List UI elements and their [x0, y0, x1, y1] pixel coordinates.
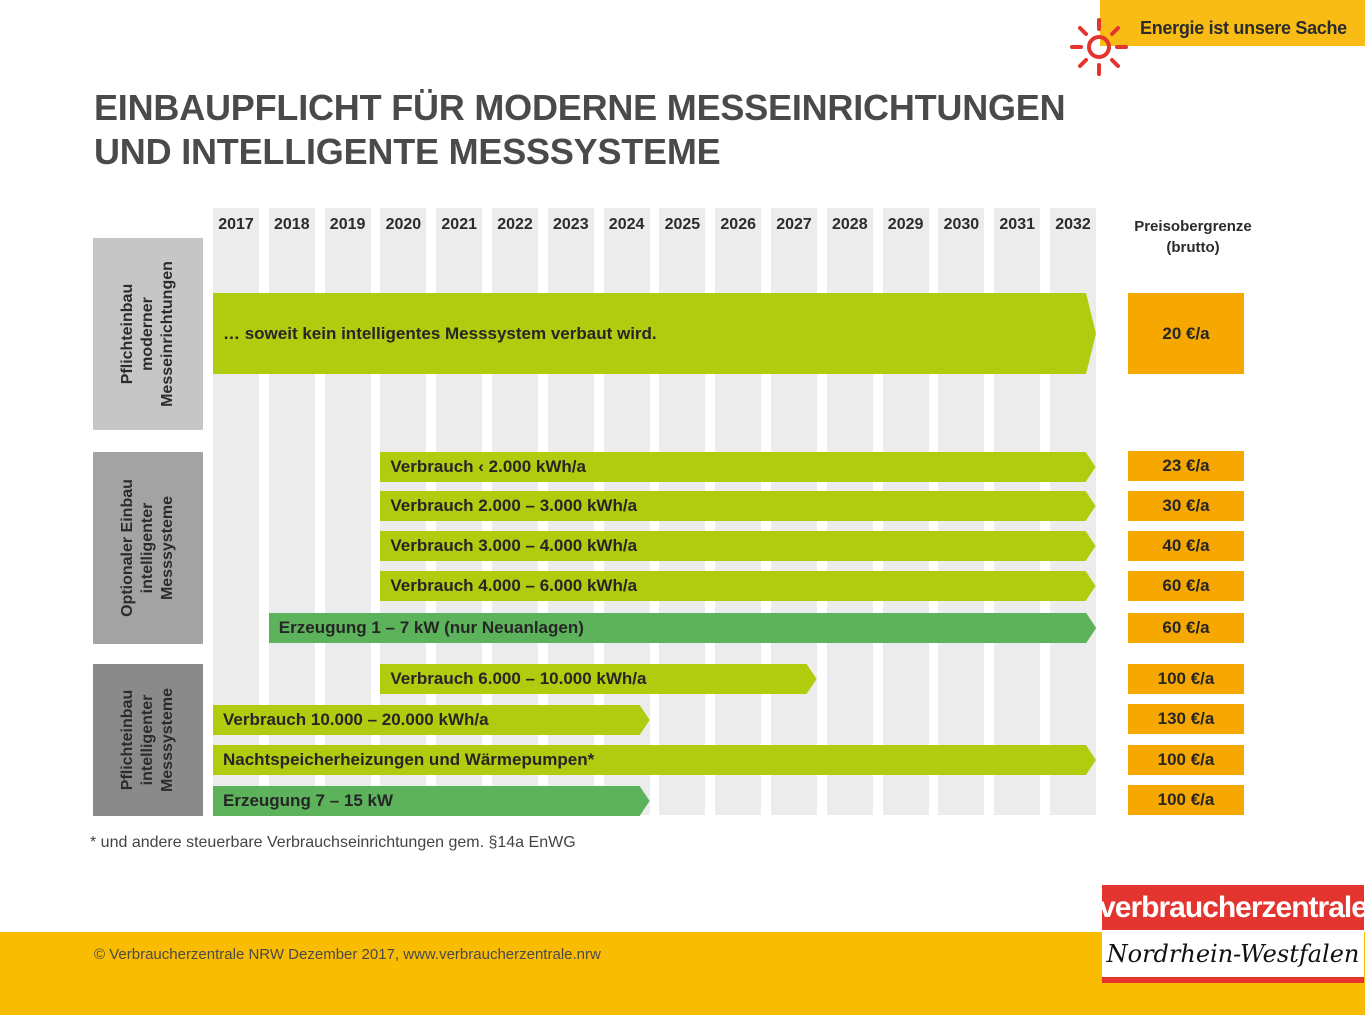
bar-label: Verbrauch 6.000 – 10.000 kWh/a: [390, 669, 647, 688]
bar-arrow-shape: [380, 491, 1096, 521]
bar-label: Verbrauch 3.000 – 4.000 kWh/a: [390, 536, 638, 555]
bar-shape: [380, 491, 1096, 521]
logo-wordmark: verbraucherzentrale: [1099, 885, 1365, 930]
timeline-bar: Verbrauch ‹ 2.000 kWh/a: [380, 452, 1096, 482]
tagline-band: [1100, 0, 1365, 46]
year-label: 2027: [776, 216, 812, 233]
bar-shape: [213, 745, 1096, 775]
bar-arrow-shape: [380, 571, 1096, 601]
timeline-bar: Verbrauch 10.000 – 20.000 kWh/a: [213, 705, 650, 735]
year-label: 2022: [497, 216, 533, 233]
year-label: 2026: [720, 216, 756, 233]
year-label: 2028: [832, 216, 868, 233]
timeline-bar: Verbrauch 2.000 – 3.000 kWh/a: [380, 491, 1096, 521]
bar-label: Verbrauch 2.000 – 3.000 kWh/a: [390, 496, 638, 515]
year-label: 2020: [385, 216, 422, 233]
bar-label: Nachtspeicherheizungen und Wärmepumpen*: [223, 750, 595, 769]
price-cell: 100 €/a: [1128, 664, 1244, 694]
timeline-bar: … soweit kein intelligentes Messsystem v…: [213, 293, 1096, 374]
bar-label: Erzeugung 7 – 15 kW: [223, 791, 394, 810]
bar-shape: [213, 705, 650, 735]
bar-shape: [380, 452, 1096, 482]
price-cell: 30 €/a: [1128, 491, 1244, 521]
sun-icon: [1070, 18, 1128, 76]
bar-label: Verbrauch 4.000 – 6.000 kWh/a: [390, 576, 638, 595]
bar-arrow-shape: [380, 664, 817, 694]
bar-shape: [213, 293, 1096, 374]
bar-shape: [380, 531, 1096, 561]
bar-arrow-shape: [213, 705, 650, 735]
year-label: 2019: [329, 216, 366, 233]
bar-arrow-shape: [380, 531, 1096, 561]
timeline-bar: Erzeugung 1 – 7 kW (nur Neuanlagen): [268, 613, 1096, 643]
price-cell: 60 €/a: [1128, 613, 1244, 643]
bar-label: Verbrauch ‹ 2.000 kWh/a: [390, 457, 586, 476]
timeline-bar: Verbrauch 4.000 – 6.000 kWh/a: [380, 571, 1096, 601]
price-cell: 40 €/a: [1128, 531, 1244, 561]
bar-shape: [380, 571, 1096, 601]
price-header-line-1: Preisobergrenze: [1134, 218, 1252, 235]
bar-shape: [268, 613, 1096, 643]
year-label: 2031: [999, 216, 1035, 233]
year-label: 2021: [441, 216, 477, 233]
bar-arrow-shape: [380, 452, 1096, 482]
year-label: 2024: [608, 216, 645, 233]
price-cell: 100 €/a: [1128, 785, 1244, 815]
logo-underline: [1102, 977, 1364, 983]
price-cell: 100 €/a: [1128, 745, 1244, 775]
price-cell: 20 €/a: [1128, 293, 1244, 374]
group-label-mandatory-modern: Pflichteinbau moderner Messeinrichtungen: [93, 238, 203, 430]
bar-arrow-shape: [268, 613, 1096, 643]
year-label: 2023: [553, 216, 589, 233]
copyright: © Verbraucherzentrale NRW Dezember 2017,…: [94, 946, 601, 963]
year-label: 2029: [887, 216, 924, 233]
bar-shape: [380, 664, 817, 694]
group-label-mandatory-smart: Pflichteinbau intelligenter Messsysteme: [93, 664, 203, 816]
group-label-text: Optionaler Einbau intelligenter Messsyst…: [119, 479, 177, 617]
group-label-optional-smart: Optionaler Einbau intelligenter Messsyst…: [93, 452, 203, 644]
timeline-bar: Verbrauch 3.000 – 4.000 kWh/a: [380, 531, 1096, 561]
bar-label: Erzeugung 1 – 7 kW (nur Neuanlagen): [278, 618, 584, 637]
logo-region: Nordrhein-Westfalen: [1106, 939, 1360, 968]
bar-label: Verbrauch 10.000 – 20.000 kWh/a: [223, 710, 489, 729]
year-label: 2017: [218, 216, 254, 233]
bar-arrow-shape: [213, 786, 650, 816]
group-label-text: Pflichteinbau intelligenter Messsysteme: [118, 687, 176, 793]
verbraucherzentrale-logo: verbraucherzentrale Nordrhein-Westfalen: [1099, 885, 1365, 983]
title-line-1: EINBAUPFLICHT FÜR MODERNE MESSEINRICHTUN…: [94, 87, 1066, 128]
year-label: 2032: [1055, 216, 1091, 233]
year-label: 2030: [943, 216, 980, 233]
price-cell: 60 €/a: [1128, 571, 1244, 601]
footnote: * und andere steuerbare Verbrauchseinric…: [90, 834, 576, 851]
bar-label: … soweit kein intelligentes Messsystem v…: [223, 323, 657, 343]
timeline-bar: Verbrauch 6.000 – 10.000 kWh/a: [380, 664, 817, 694]
price-header-line-2: (brutto): [1166, 239, 1220, 256]
page-title: EINBAUPFLICHT FÜR MODERNE MESSEINRICHTUN…: [94, 86, 1066, 174]
title-line-2: UND INTELLIGENTE MESSSYSTEME: [94, 131, 721, 172]
bar-arrow-shape: [213, 293, 1096, 374]
timeline-bar: Nachtspeicherheizungen und Wärmepumpen*: [213, 745, 1096, 775]
tagline: Energie ist unsere Sache: [1140, 18, 1347, 38]
year-label: 2018: [274, 216, 310, 233]
timeline-bar: Erzeugung 7 – 15 kW: [213, 786, 650, 816]
price-cell: 130 €/a: [1128, 704, 1244, 734]
bar-arrow-shape: [213, 745, 1096, 775]
year-label: 2025: [664, 216, 701, 233]
bar-shape: [213, 786, 650, 816]
group-label-text: Pflichteinbau moderner Messeinrichtungen: [119, 261, 176, 407]
price-column-header: Preisobergrenze (brutto): [1120, 216, 1266, 258]
price-cell: 23 €/a: [1128, 451, 1244, 481]
